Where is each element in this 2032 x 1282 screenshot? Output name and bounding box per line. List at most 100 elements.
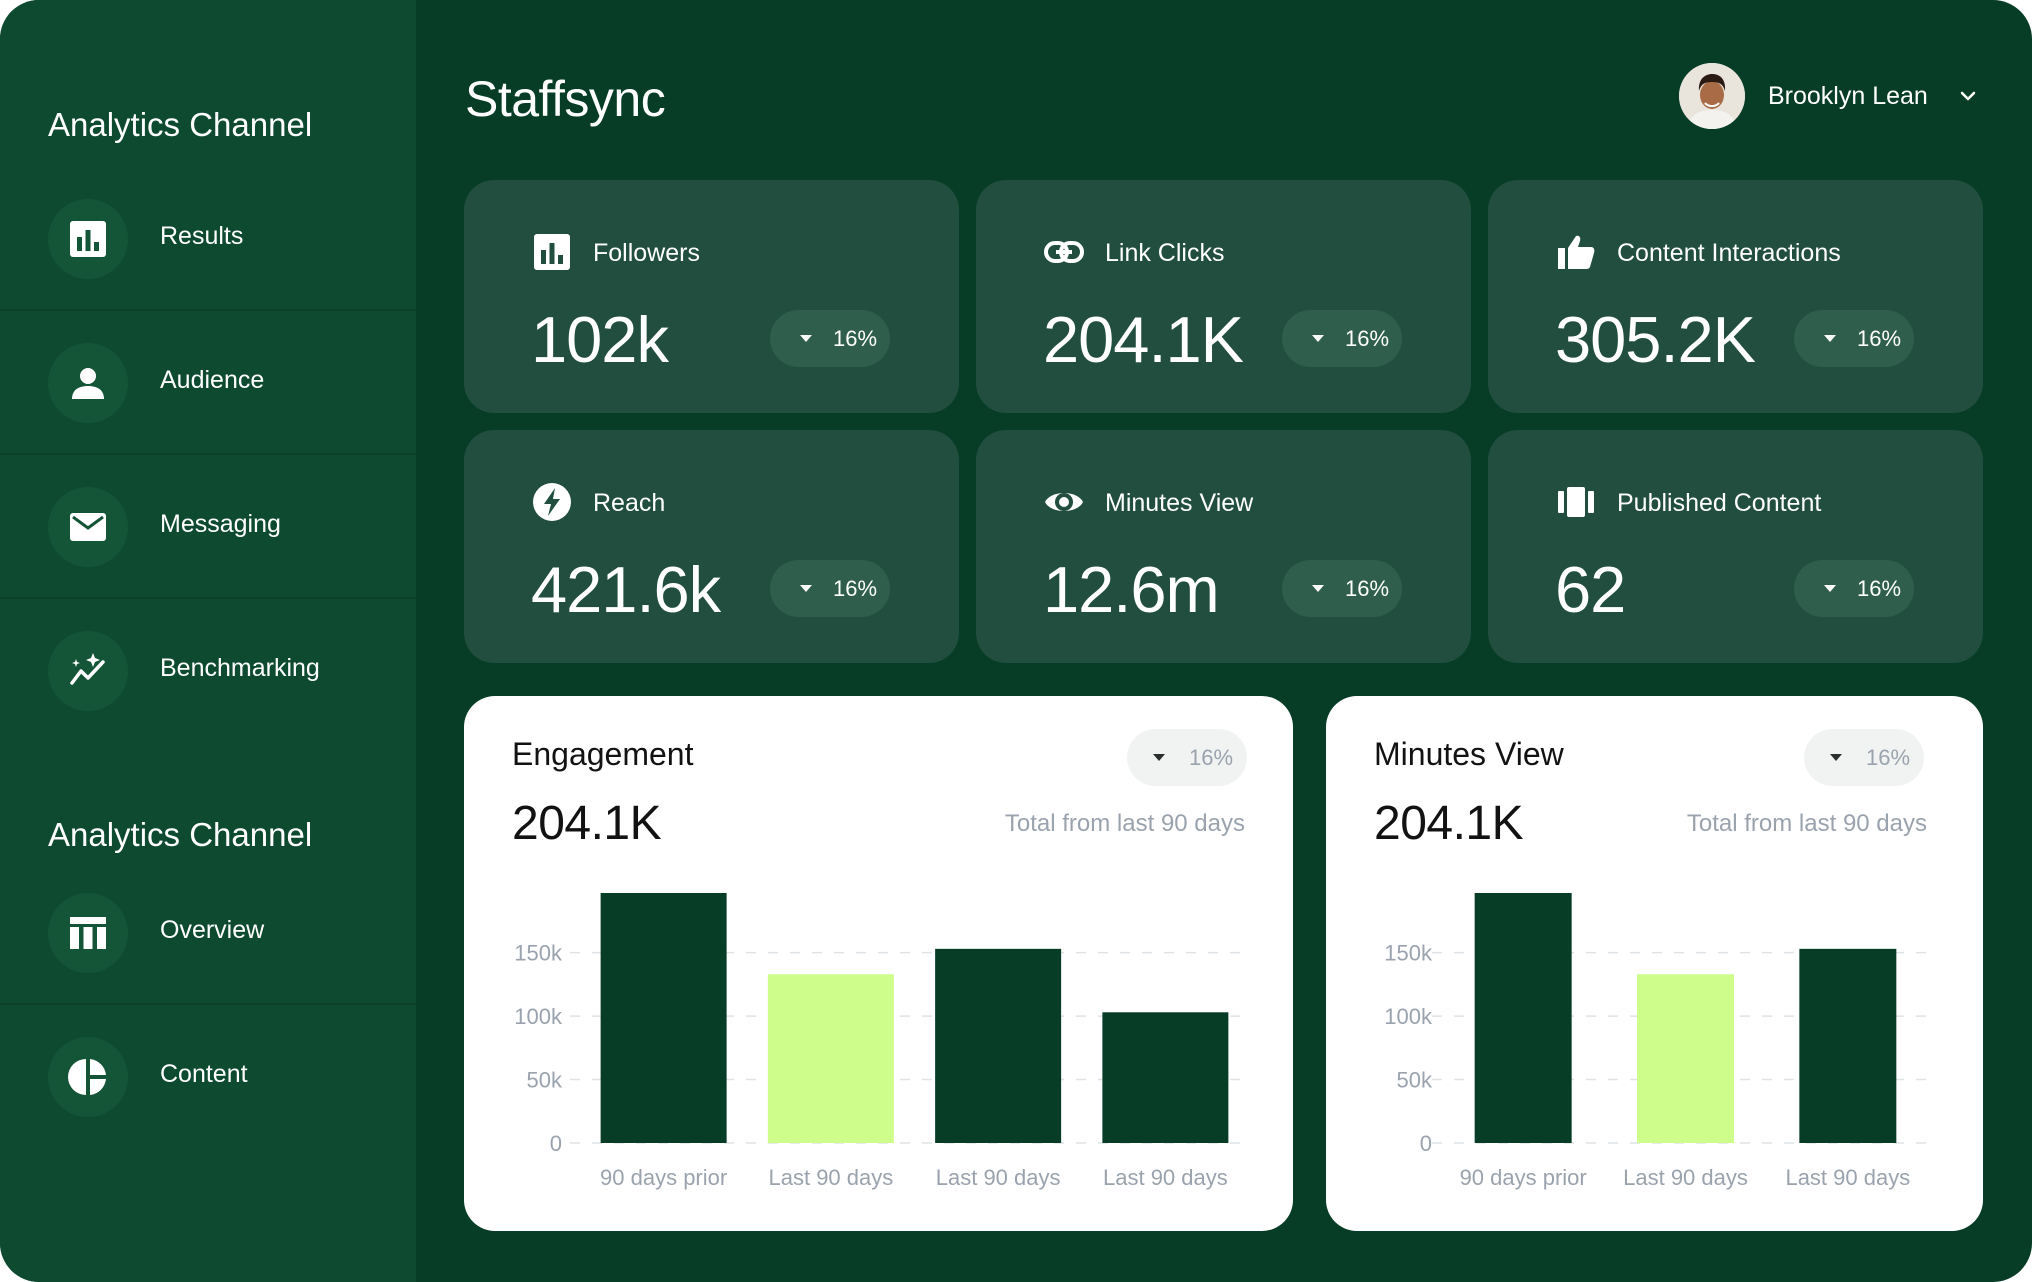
engagement-bar-chart: 0 50k 100k 150k 90 days prior Last 90 days Las… xyxy=(514,893,1249,1190)
change-percent: 16% xyxy=(1345,576,1390,601)
panel-title: Engagement xyxy=(512,736,694,772)
lightning-icon xyxy=(532,482,572,522)
sidebar-item-results[interactable]: Results xyxy=(0,167,416,311)
chart-bar xyxy=(935,948,1062,1143)
stat-value: 305.2K xyxy=(1555,303,1756,376)
change-badge: 16% xyxy=(770,560,890,617)
cards-icon xyxy=(1556,482,1596,522)
stat-value: 421.6k xyxy=(531,553,721,626)
panel-subtitle: Total from last 90 days xyxy=(1004,810,1245,837)
chart-bar xyxy=(1799,948,1897,1143)
caret-down-icon xyxy=(1312,585,1324,592)
change-badge: 16% xyxy=(770,310,890,367)
panel-subtitle: Total from last 90 days xyxy=(1686,810,1927,837)
y-tick-label: 100k xyxy=(514,1004,563,1029)
change-badge: 16% xyxy=(1282,310,1402,367)
stat-value: 12.6m xyxy=(1043,553,1220,626)
stat-card-link-clicks[interactable]: Link Clicks 204.1K 16% xyxy=(976,180,1471,413)
mail-icon xyxy=(48,487,128,567)
minutes-view-bar-chart: 0 50k 100k 150k 90 days prior Last 90 days Las… xyxy=(1384,893,1929,1190)
user-icon xyxy=(48,343,128,423)
stat-card-followers[interactable]: Followers 102k 16% xyxy=(464,180,959,413)
stat-card-reach[interactable]: Reach 421.6k 16% xyxy=(464,430,959,663)
x-tick-label: Last 90 days xyxy=(936,1165,1061,1190)
change-badge: 16% xyxy=(1282,560,1402,617)
brand-title: Staffsync xyxy=(465,71,666,127)
sidebar-item-label: Audience xyxy=(160,366,265,394)
sidebar: Analytics Channel Results Audience Messa… xyxy=(0,0,416,1282)
x-tick-label: Last 90 days xyxy=(1103,1165,1228,1190)
x-tick-label: 90 days prior xyxy=(600,1165,727,1190)
sidebar-item-benchmarking[interactable]: Benchmarking xyxy=(0,599,416,743)
bar-chart-icon xyxy=(48,199,128,279)
x-tick-label: 90 days prior xyxy=(1460,1165,1587,1190)
x-tick-label: Last 90 days xyxy=(1623,1165,1748,1190)
change-badge: 16% xyxy=(1794,310,1914,367)
avatar xyxy=(1679,63,1745,129)
stat-card-content-interactions[interactable]: Content Interactions 305.2K 16% xyxy=(1488,180,1983,413)
table-icon xyxy=(48,893,128,973)
panel-title: Minutes View xyxy=(1374,736,1564,772)
user-menu[interactable]: Brooklyn Lean xyxy=(1679,63,1979,129)
stat-card-published-content[interactable]: Published Content 62 16% xyxy=(1488,430,1983,663)
x-tick-label: Last 90 days xyxy=(769,1165,894,1190)
change-badge: 16% xyxy=(1127,729,1247,786)
chart-bar xyxy=(1637,974,1734,1143)
stat-value: 204.1K xyxy=(1043,303,1244,376)
caret-down-icon xyxy=(1830,754,1842,761)
minutes-view-panel: Minutes View 204.1K 16% Total from last … xyxy=(1326,696,1983,1231)
caret-down-icon xyxy=(1312,335,1324,342)
stat-title: Minutes View xyxy=(1105,489,1254,517)
chart-bar xyxy=(1474,893,1572,1143)
stat-title: Reach xyxy=(593,489,666,517)
stat-value: 102k xyxy=(531,303,669,376)
caret-down-icon xyxy=(1153,754,1165,761)
stat-title: Followers xyxy=(593,239,700,267)
sidebar-item-label: Benchmarking xyxy=(160,654,320,682)
sidebar-section-title: Analytics Channel xyxy=(48,106,313,143)
change-percent: 16% xyxy=(1189,745,1234,770)
change-percent: 16% xyxy=(833,326,878,351)
link-icon xyxy=(1044,232,1084,272)
change-badge: 16% xyxy=(1794,560,1914,617)
y-tick-label: 50k xyxy=(527,1068,563,1093)
x-tick-label: Last 90 days xyxy=(1785,1165,1910,1190)
y-tick-label: 50k xyxy=(1397,1068,1433,1093)
stat-title: Link Clicks xyxy=(1105,239,1225,267)
caret-down-icon xyxy=(1824,335,1836,342)
bar-chart-icon xyxy=(532,232,572,272)
sidebar-item-audience[interactable]: Audience xyxy=(0,311,416,455)
caret-down-icon xyxy=(1824,585,1836,592)
sidebar-item-overview[interactable]: Overview xyxy=(0,861,416,1005)
sidebar-item-label: Content xyxy=(160,1060,248,1088)
caret-down-icon xyxy=(800,585,812,592)
sidebar-item-label: Results xyxy=(160,222,244,250)
chart-bar xyxy=(767,974,894,1143)
caret-down-icon xyxy=(800,335,812,342)
sparkle-trend-icon xyxy=(48,631,128,711)
sidebar-item-messaging[interactable]: Messaging xyxy=(0,455,416,599)
change-percent: 16% xyxy=(1866,745,1911,770)
stat-title: Content Interactions xyxy=(1617,239,1841,267)
y-tick-label: 100k xyxy=(1384,1004,1433,1029)
chevron-down-icon xyxy=(1957,85,1979,107)
eye-icon xyxy=(1044,482,1084,522)
change-percent: 16% xyxy=(833,576,878,601)
thumbs-up-icon xyxy=(1556,232,1596,272)
stat-value: 62 xyxy=(1555,553,1626,626)
y-tick-label: 0 xyxy=(1420,1131,1432,1156)
sidebar-section-title: Analytics Channel xyxy=(48,816,313,853)
change-percent: 16% xyxy=(1857,326,1902,351)
panel-value: 204.1K xyxy=(512,797,662,850)
engagement-panel: Engagement 204.1K 16% Total from last 90… xyxy=(464,696,1293,1231)
stat-card-minutes-view[interactable]: Minutes View 12.6m 16% xyxy=(976,430,1471,663)
change-badge: 16% xyxy=(1804,729,1924,786)
stat-title: Published Content xyxy=(1617,489,1822,517)
y-tick-label: 150k xyxy=(514,941,563,966)
user-name: Brooklyn Lean xyxy=(1768,82,1928,110)
sidebar-item-content[interactable]: Content xyxy=(0,1005,416,1149)
chart-bar xyxy=(1102,1012,1229,1143)
y-tick-label: 150k xyxy=(1384,941,1433,966)
pie-chart-icon xyxy=(48,1037,128,1117)
